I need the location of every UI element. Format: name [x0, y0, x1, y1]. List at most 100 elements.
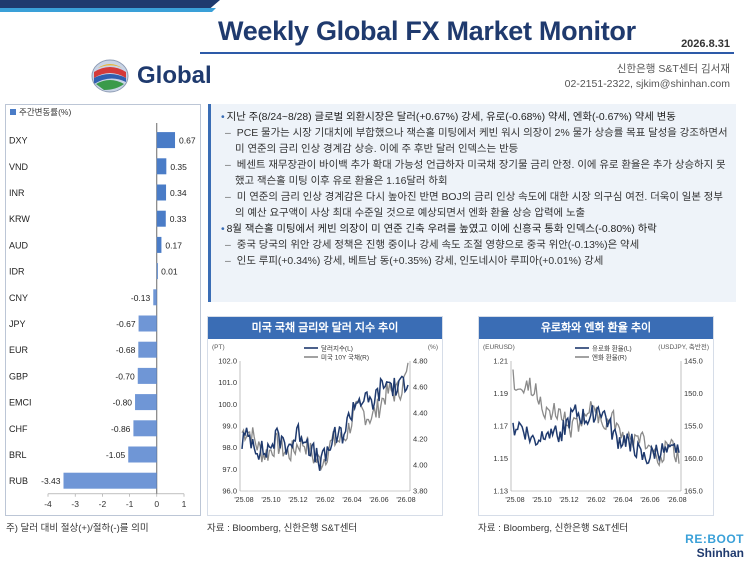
eur-jpy-panel: 유로화와 엔화 환율 추이 (EURUSD) (USDJPY, 축반전) 유로화 환… — [478, 316, 714, 516]
source-left: 자료 : Bloomberg, 신한은행 S&T센터 — [207, 523, 358, 534]
author-contact: 02-2151-2322, sjkim@shinhan.com — [564, 78, 730, 90]
series-line-left — [241, 375, 409, 471]
right-tick-label: 4.20 — [413, 435, 428, 444]
x-tick-label: '25.10 — [532, 495, 551, 504]
right-tick-label: 155.0 — [684, 422, 703, 431]
bar-value-label: 0.17 — [165, 240, 182, 250]
x-tick-label: '26.02 — [586, 495, 605, 504]
eur-jpy-chart: (EURUSD) (USDJPY, 축반전) 유로화 환율(L)엔화 환율(R) 1.… — [483, 342, 709, 504]
series-line-right — [241, 362, 409, 472]
bar-value-label: 0.34 — [170, 188, 187, 198]
logo-line1: RE:BOOT — [685, 532, 744, 546]
x-tick-label: '25.10 — [261, 495, 280, 504]
summary-item: • 지난 주(8/24~8/28) 글로벌 외환시장은 달러(+0.67%) 강세… — [221, 110, 728, 126]
brand-label: Global — [137, 62, 212, 89]
bar-inr — [156, 184, 167, 201]
author-info: 신한은행 S&T센터 김서재 02-2151-2322, sjkim@shinh… — [565, 62, 730, 92]
x-tick-label: '26.02 — [315, 495, 334, 504]
bullet-marker: • — [221, 224, 225, 235]
right-unit-label: (USDJPY, 축반전) — [658, 342, 709, 351]
bar-category-label: AUD — [9, 240, 29, 250]
bar-jpy — [138, 315, 157, 332]
summary-item: • 8월 잭슨홀 미팅에서 케빈 의장이 미 연준 긴축 우려를 높였고 이에 신… — [221, 222, 728, 238]
market-summary: • 지난 주(8/24~8/28) 글로벌 외환시장은 달러(+0.67%) 강세… — [208, 104, 736, 302]
legend-series-label: 미국 10Y 국채(R) — [321, 353, 369, 362]
bar-value-label: -0.86 — [111, 424, 131, 434]
bar-vnd — [156, 158, 167, 175]
summary-item: – 중국 당국의 위안 강세 정책은 진행 중이나 강세 속도 조절 영향으로 중… — [221, 238, 728, 254]
author-name: 신한은행 S&T센터 김서재 — [616, 63, 730, 75]
bar-value-label: -0.13 — [131, 293, 151, 303]
bar-eur — [138, 341, 157, 358]
left-tick-label: 98.0 — [222, 443, 237, 452]
bar-category-label: BRL — [9, 450, 27, 460]
left-tick-label: 1.15 — [493, 454, 508, 463]
bar-value-label: 0.33 — [170, 214, 187, 224]
bar-rub — [63, 472, 157, 489]
bar-value-label: -1.05 — [106, 450, 126, 460]
summary-text: 중국 당국의 위안 강세 정책은 진행 중이나 강세 속도 조절 영향으로 중국… — [236, 240, 640, 251]
bar-emci — [135, 394, 157, 411]
panel-title-left: 미국 국채 금리와 달러 지수 추이 — [208, 317, 442, 339]
bullet-marker: – — [225, 128, 231, 139]
right-tick-label: 165.0 — [684, 487, 703, 496]
reboot-shinhan-logo: RE:BOOT Shinhan — [685, 532, 744, 560]
bar-brl — [128, 446, 157, 463]
x-tick-label: 1 — [182, 499, 187, 509]
bar-category-label: IDR — [9, 267, 25, 277]
legend-series-label: 엔화 환율(R) — [592, 353, 627, 362]
right-tick-label: 145.0 — [684, 357, 703, 366]
left-tick-label: 96.0 — [222, 487, 237, 496]
title-divider — [200, 52, 734, 54]
bar-aud — [156, 236, 162, 253]
bar-category-label: JPY — [9, 319, 26, 329]
report-date: 2026.8.31 — [681, 38, 730, 50]
bar-value-label: -0.80 — [113, 398, 133, 408]
bar-value-label: 0.35 — [170, 162, 187, 172]
x-tick-label: -3 — [71, 499, 79, 509]
left-tick-label: 97.0 — [222, 465, 237, 474]
bar-value-label: 0.67 — [179, 136, 196, 146]
x-tick-label: '25.08 — [234, 495, 253, 504]
left-tick-label: 1.13 — [493, 487, 508, 496]
bar-cny — [153, 289, 157, 306]
summary-item: – 베센트 재무장관이 바이백 추가 확대 가능성 언급하자 미국채 장기물 금리… — [221, 158, 728, 190]
x-tick-label: '25.12 — [288, 495, 307, 504]
summary-text: 미 연준의 금리 인상 경계감은 다시 높아진 반면 BOJ의 금리 인상 속도… — [235, 192, 723, 219]
left-unit-label: (EURUSD) — [483, 344, 515, 351]
x-tick-label: '25.08 — [505, 495, 524, 504]
bar-category-label: RUB — [9, 476, 28, 486]
x-tick-label: -1 — [126, 499, 134, 509]
right-tick-label: 4.60 — [413, 383, 428, 392]
legend-swatch — [10, 109, 16, 115]
logo-line2: Shinhan — [696, 546, 744, 560]
header-stripe — [0, 0, 220, 12]
bar-category-label: CNY — [9, 293, 28, 303]
legend-series-label: 유로화 환율(L) — [592, 344, 632, 353]
x-tick-label: '26.06 — [640, 495, 659, 504]
bar-category-label: EMCI — [9, 398, 32, 408]
bar-dxy — [156, 132, 176, 149]
bar-value-label: -0.67 — [116, 319, 136, 329]
bar-category-label: GBP — [9, 371, 28, 381]
summary-item: – 인도 루피(+0.34%) 강세, 베트남 동(+0.35%) 강세, 인도네… — [221, 254, 728, 270]
summary-text: 지난 주(8/24~8/28) 글로벌 외환시장은 달러(+0.67%) 강세,… — [226, 112, 676, 123]
bar-value-label: 0.01 — [161, 267, 178, 277]
right-unit-label: (%) — [428, 344, 438, 351]
x-tick-label: '26.08 — [396, 495, 415, 504]
series-line-left — [512, 404, 680, 465]
chart-footnote: 주) 달러 대비 절상(+)/절하(-)를 의미 — [6, 523, 149, 534]
x-tick-label: 0 — [154, 499, 159, 509]
globe-icon — [91, 59, 129, 93]
legend-label: 주간변동률(%) — [19, 107, 71, 117]
bullet-marker: – — [225, 240, 231, 251]
bar-gbp — [137, 367, 157, 384]
bullet-marker: – — [225, 192, 231, 203]
bar-value-label: -3.43 — [41, 476, 61, 486]
us-yield-dxy-chart: (PT) (%) 달러지수(L)미국 10Y 국채(R) 102.0 101.0 100.… — [212, 344, 438, 505]
summary-text: 8월 잭슨홀 미팅에서 케빈 의장이 미 연준 긴축 우려를 높였고 이에 신흥… — [226, 224, 657, 235]
bar-category-label: DXY — [9, 136, 28, 146]
x-tick-label: -4 — [44, 499, 52, 509]
x-tick-label: '26.04 — [613, 495, 632, 504]
page-title: Weekly Global FX Market Monitor — [218, 16, 636, 46]
